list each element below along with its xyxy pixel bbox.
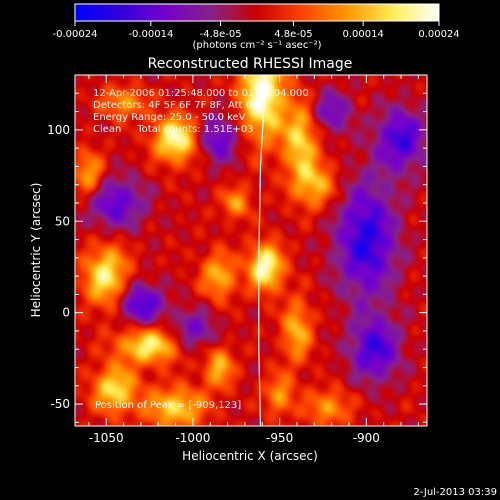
annotation-clean-counts: Clean Total counts: 1.51E+03 — [93, 124, 253, 135]
generation-date: 2-Jul-2013 03:39 — [413, 487, 497, 498]
y-tick-label: 0 — [62, 306, 70, 320]
x-tick-label: -1050 — [89, 431, 124, 445]
chart-title: Reconstructed RHESSI Image — [148, 56, 353, 72]
colorbar-tick-label: 0.00024 — [418, 29, 459, 40]
x-tick-label: -900 — [353, 431, 380, 445]
annotation-detectors: Detectors: 4F 5F 6F 7F 8F, Att 0 — [93, 100, 252, 111]
colorbar-units-label: (photons cm⁻² s⁻¹ asec⁻²) — [192, 40, 321, 51]
annotation-peak-position: Position of Peak = [-909,123] — [95, 400, 241, 411]
colorbar-ticks: -0.00024 -0.00014 -4.8e-05 4.8e-05 0.00014 0.… — [53, 21, 460, 40]
y-tick-label: 100 — [47, 123, 70, 137]
info-annotations: 12-Apr-2006 01:25:48.000 to 01:27:04.000… — [93, 88, 309, 411]
colorbar-tick-label: -0.00024 — [53, 29, 98, 40]
colorbar: -0.00024 -0.00014 -4.8e-05 4.8e-05 0.00014 0.… — [53, 3, 460, 51]
annotation-time-range: 12-Apr-2006 01:25:48.000 to 01:27:04.000 — [93, 88, 309, 99]
x-axis-label: Heliocentric X (arcsec) — [182, 449, 318, 463]
x-tick-label: -1000 — [175, 431, 210, 445]
colorbar-tick-label: 4.8e-05 — [274, 29, 312, 40]
y-tick-label: 50 — [55, 214, 70, 228]
plot-area — [75, 75, 427, 426]
y-axis-ticks: -50 0 50 100 — [47, 74, 427, 423]
heatmap-image — [75, 75, 427, 426]
solar-limb-line — [258, 75, 267, 426]
x-tick-label: -950 — [266, 431, 293, 445]
colorbar-gradient-image — [75, 4, 439, 21]
y-tick-label: -50 — [50, 397, 70, 411]
colorbar-tick-label: 0.00014 — [342, 29, 383, 40]
y-axis-label: Heliocentric Y (arcsec) — [29, 183, 43, 318]
annotation-energy-range: Energy Range: 25.0 - 50.0 keV — [93, 112, 246, 123]
colorbar-frame — [74, 3, 440, 22]
plot-frame — [74, 74, 428, 427]
colorbar-tick-label: -4.8e-05 — [200, 29, 242, 40]
x-axis-ticks: -1050 -1000 -950 -900 — [88, 75, 419, 445]
colorbar-tick-label: -0.00014 — [128, 29, 173, 40]
